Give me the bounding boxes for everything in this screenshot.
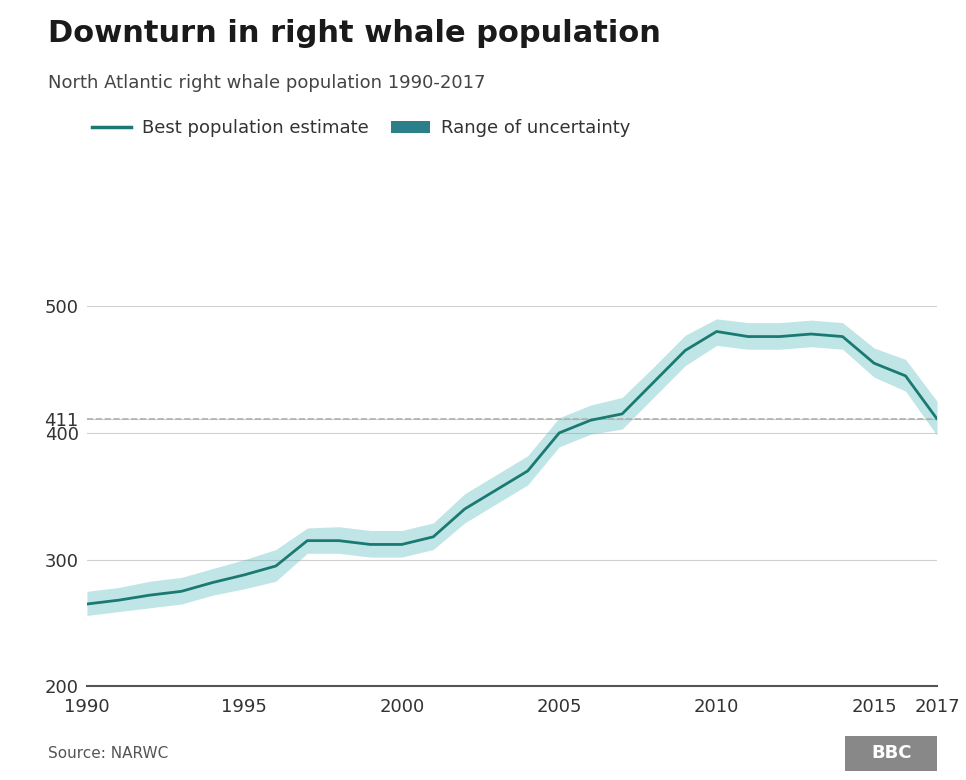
- Text: BBC: BBC: [871, 744, 911, 763]
- Text: Source: NARWC: Source: NARWC: [48, 746, 168, 760]
- Text: North Atlantic right whale population 1990-2017: North Atlantic right whale population 19…: [48, 74, 486, 92]
- Legend: Best population estimate, Range of uncertainty: Best population estimate, Range of uncer…: [92, 119, 631, 137]
- Text: Downturn in right whale population: Downturn in right whale population: [48, 20, 661, 48]
